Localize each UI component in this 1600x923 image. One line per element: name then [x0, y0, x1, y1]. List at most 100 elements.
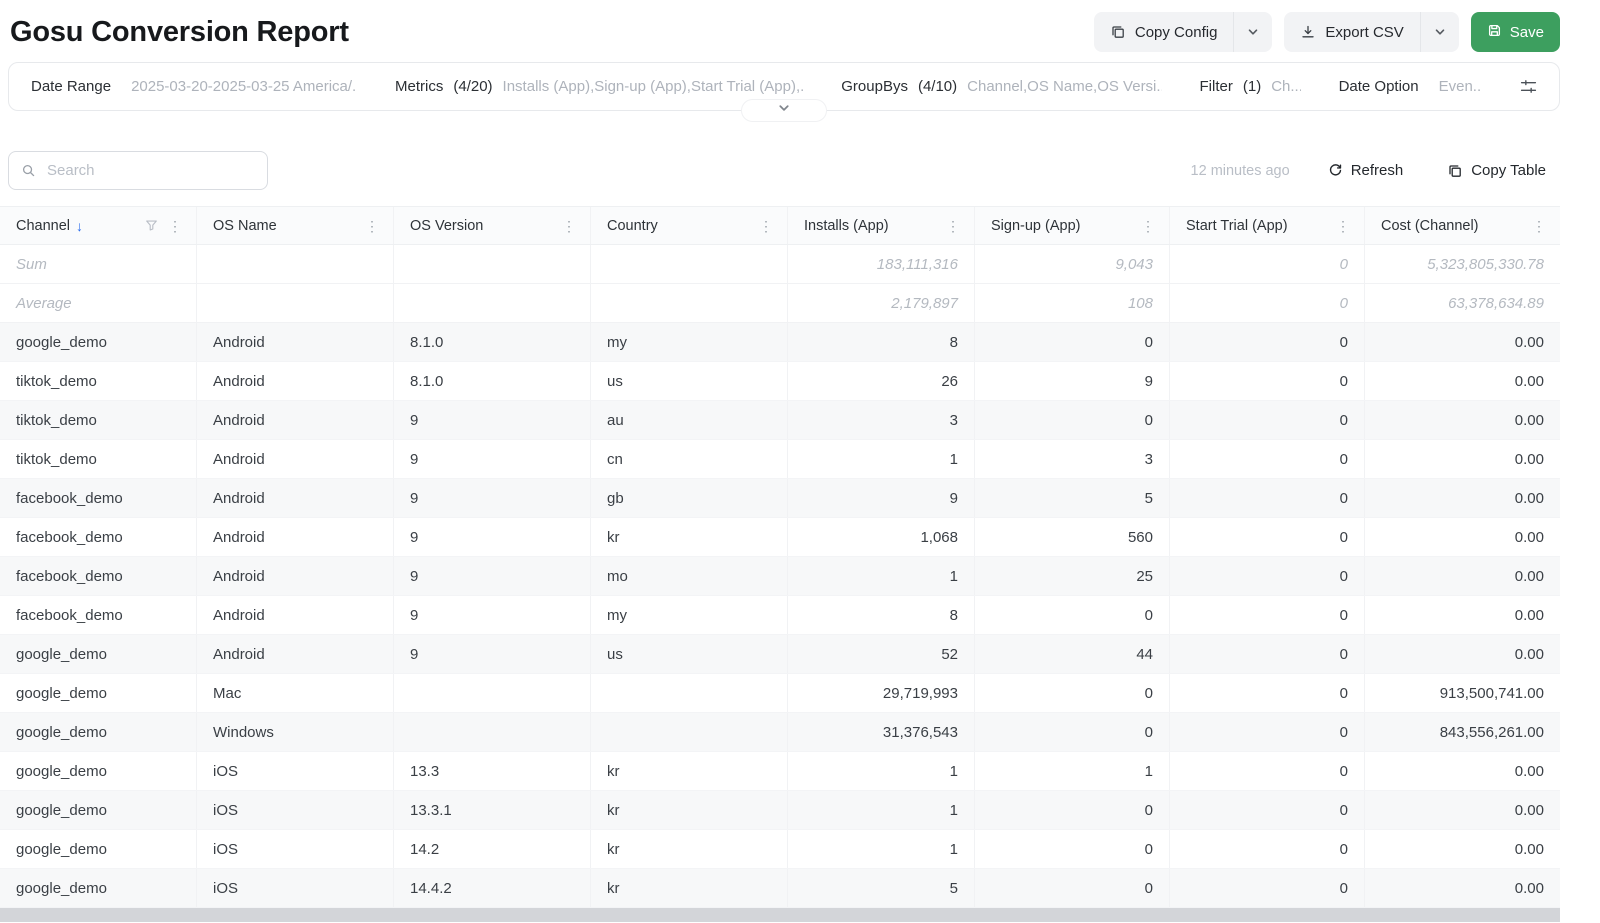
table-row: tiktok_demo Android 9 au 3 0 0 0.00 — [0, 401, 1560, 440]
column-menu-icon[interactable]: ⋮ — [562, 217, 576, 234]
cell-start-trial: 0 — [1170, 323, 1365, 361]
cell-country: mo — [591, 557, 788, 595]
sort-desc-icon[interactable]: ↓ — [76, 217, 84, 234]
cell-os-name: iOS — [197, 791, 394, 829]
cell-os-version — [394, 674, 591, 712]
cell-country: kr — [591, 752, 788, 790]
cell-start-trial: 0 — [1170, 635, 1365, 673]
config-value: 2025-03-20-2025-03-25 America/... — [131, 78, 358, 95]
cell-installs: 1 — [788, 557, 975, 595]
save-button[interactable]: Save — [1470, 12, 1560, 52]
cell-channel: google_demo — [0, 869, 197, 907]
cell-cost: 0.00 — [1514, 567, 1544, 585]
config-date-option[interactable]: Date Option Even... — [1339, 78, 1482, 95]
cell-installs: 1,068 — [788, 518, 975, 556]
cell-cost: 0.00 — [1514, 879, 1544, 897]
column-header-os-name[interactable]: OS Name ⋮ — [197, 207, 394, 244]
export-csv-dropdown-button[interactable] — [1419, 12, 1459, 52]
cell-country: us — [591, 362, 788, 400]
cell-start-trial: 0 — [1170, 518, 1365, 556]
config-count: (4/20) — [453, 78, 493, 95]
cell-signup: 0 — [975, 869, 1170, 907]
table-row: google_demo iOS 13.3 kr 1 1 0 0.00 — [0, 752, 1560, 791]
cell-cost: 0.00 — [1514, 450, 1544, 468]
page-title: Gosu Conversion Report — [10, 15, 349, 48]
cell-os-name: iOS — [197, 752, 394, 790]
table-row: facebook_demo Android 9 mo 1 25 0 0.00 — [0, 557, 1560, 596]
cell-os-version: 9 — [394, 596, 591, 634]
column-menu-icon[interactable]: ⋮ — [946, 217, 960, 234]
cell-os-version: 9 — [394, 401, 591, 439]
cell-os-version: 9 — [394, 635, 591, 673]
config-date-range[interactable]: Date Range 2025-03-20-2025-03-25 America… — [31, 78, 357, 95]
table-row: facebook_demo Android 9 kr 1,068 560 0 0… — [0, 518, 1560, 557]
column-header-cost[interactable]: Cost (Channel) ⋮ — [1365, 207, 1560, 244]
cell-start-trial: 0 — [1170, 362, 1365, 400]
cell-start-trial: 0 — [1170, 479, 1365, 517]
column-header-os-version[interactable]: OS Version ⋮ — [394, 207, 591, 244]
config-label: Date Option — [1338, 78, 1419, 95]
summary-cost: 5,323,805,330.78 — [1427, 255, 1544, 273]
column-header-channel[interactable]: Channel ↓ ⋮ — [0, 207, 197, 244]
column-header-installs[interactable]: Installs (App) ⋮ — [788, 207, 975, 244]
cell-os-version — [394, 713, 591, 751]
cell-os-name: Android — [197, 362, 394, 400]
cell-country: gb — [591, 479, 788, 517]
download-icon — [1300, 24, 1316, 40]
copy-config-dropdown-button[interactable] — [1233, 12, 1272, 52]
cell-installs: 26 — [788, 362, 975, 400]
config-groupbys[interactable]: GroupBys (4/10) Channel,OS Name,OS Versi.… — [841, 78, 1161, 95]
config-expander-button[interactable] — [741, 99, 827, 122]
config-label: GroupBys — [841, 78, 908, 95]
copy-config-button[interactable]: Copy Config — [1094, 12, 1234, 52]
cell-start-trial: 0 — [1170, 791, 1365, 829]
cell-os-version: 9 — [394, 557, 591, 595]
cell-channel: google_demo — [0, 323, 197, 361]
cell-installs: 1 — [788, 440, 975, 478]
column-header-country[interactable]: Country ⋮ — [591, 207, 788, 244]
report-config-bar: Date Range 2025-03-20-2025-03-25 America… — [8, 62, 1560, 122]
cell-installs: 1 — [788, 791, 975, 829]
config-metrics[interactable]: Metrics (4/20) Installs (App),Sign-up (Ap… — [395, 78, 803, 95]
search-box — [8, 151, 268, 190]
refresh-button[interactable]: Refresh — [1322, 161, 1410, 180]
cell-cost: 0.00 — [1514, 840, 1544, 858]
cell-country: my — [591, 596, 788, 634]
last-updated-text: 12 minutes ago — [1190, 162, 1290, 179]
cell-os-name: Android — [197, 518, 394, 556]
column-header-signup[interactable]: Sign-up (App) ⋮ — [975, 207, 1170, 244]
cell-os-version: 8.1.0 — [394, 362, 591, 400]
cell-country: au — [591, 401, 788, 439]
cell-start-trial: 0 — [1170, 713, 1365, 751]
config-count: (1) — [1242, 78, 1262, 95]
cell-signup: 44 — [975, 635, 1170, 673]
cell-os-version: 14.4.2 — [394, 869, 591, 907]
search-input[interactable] — [45, 161, 255, 180]
config-filter[interactable]: Filter (1) Ch... — [1200, 78, 1301, 95]
column-menu-icon[interactable]: ⋮ — [759, 217, 773, 234]
cell-signup: 0 — [975, 713, 1170, 751]
export-csv-button[interactable]: Export CSV — [1284, 12, 1419, 52]
column-header-start-trial[interactable]: Start Trial (App) ⋮ — [1170, 207, 1365, 244]
cell-os-version: 14.2 — [394, 830, 591, 868]
chevron-down-icon — [1434, 26, 1446, 38]
export-csv-split-button: Export CSV — [1284, 12, 1459, 52]
column-menu-icon[interactable]: ⋮ — [1532, 217, 1546, 234]
copy-table-button[interactable]: Copy Table — [1441, 161, 1552, 180]
summary-start-trial: 0 — [1170, 245, 1365, 283]
column-menu-icon[interactable]: ⋮ — [1141, 217, 1155, 234]
cell-cost: 0.00 — [1514, 762, 1544, 780]
table-row: google_demo Windows 31,376,543 0 0 843,5… — [0, 713, 1560, 752]
cell-cost: 0.00 — [1514, 801, 1544, 819]
column-menu-icon[interactable]: ⋮ — [168, 217, 182, 234]
horizontal-scrollbar[interactable] — [0, 908, 1560, 922]
cell-channel: google_demo — [0, 752, 197, 790]
column-menu-icon[interactable]: ⋮ — [365, 217, 379, 234]
column-menu-icon[interactable]: ⋮ — [1336, 217, 1350, 234]
sliders-icon[interactable] — [1520, 78, 1537, 95]
filter-funnel-icon[interactable] — [145, 219, 158, 232]
cell-start-trial: 0 — [1170, 440, 1365, 478]
summary-row-sum: Sum 183,111,316 9,043 0 5,323,805,330.78 — [0, 245, 1560, 284]
config-value: Ch... — [1271, 78, 1301, 95]
cell-country — [591, 674, 788, 712]
